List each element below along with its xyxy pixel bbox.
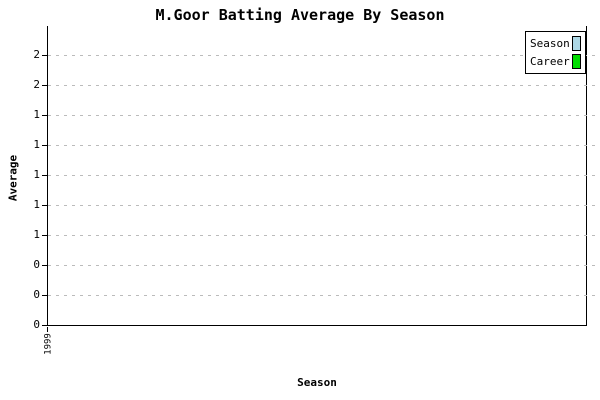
y-tick-label: 2 xyxy=(33,78,40,91)
y-tick-label: 0 xyxy=(33,318,40,331)
y-tick-mark xyxy=(42,325,48,326)
y-tick-mark xyxy=(42,295,48,296)
y-tick-mark xyxy=(42,205,48,206)
x-axis-label: Season xyxy=(297,376,337,389)
legend-item-label: Career xyxy=(530,54,570,68)
y-tick-mark xyxy=(42,145,48,146)
y-tick-mark xyxy=(42,175,48,176)
y-gridline xyxy=(48,265,599,266)
y-tick-label: 0 xyxy=(33,288,40,301)
legend-item: Season xyxy=(530,36,581,52)
y-tick-mark xyxy=(42,115,48,116)
y-tick-mark xyxy=(42,265,48,266)
y-tick-mark xyxy=(42,235,48,236)
y-gridline xyxy=(48,295,599,296)
x-tick-mark xyxy=(47,327,48,332)
legend-color-swatch xyxy=(572,53,581,69)
chart-title: M.Goor Batting Average By Season xyxy=(155,6,445,24)
y-gridline xyxy=(48,145,599,146)
y-gridline xyxy=(48,85,599,86)
y-tick-label: 1 xyxy=(33,228,40,241)
y-tick-label: 1 xyxy=(33,138,40,151)
y-gridline xyxy=(48,115,599,116)
y-tick-label: 1 xyxy=(33,198,40,211)
y-gridline xyxy=(48,205,599,206)
y-tick-mark xyxy=(42,55,48,56)
y-tick-label: 1 xyxy=(33,108,40,121)
y-gridline xyxy=(48,175,599,176)
y-gridline xyxy=(48,55,599,56)
x-tick-label: 1999 xyxy=(43,333,54,355)
y-tick-label: 2 xyxy=(33,48,40,61)
legend-color-swatch xyxy=(572,36,581,52)
y-tick-label: 1 xyxy=(33,168,40,181)
y-tick-label: 0 xyxy=(33,258,40,271)
y-tick-mark xyxy=(42,85,48,86)
y-gridline xyxy=(48,235,599,236)
legend-item: Career xyxy=(530,53,581,69)
plot-area xyxy=(47,26,587,326)
legend-item-label: Season xyxy=(530,37,570,51)
legend: Season Career xyxy=(525,31,586,74)
